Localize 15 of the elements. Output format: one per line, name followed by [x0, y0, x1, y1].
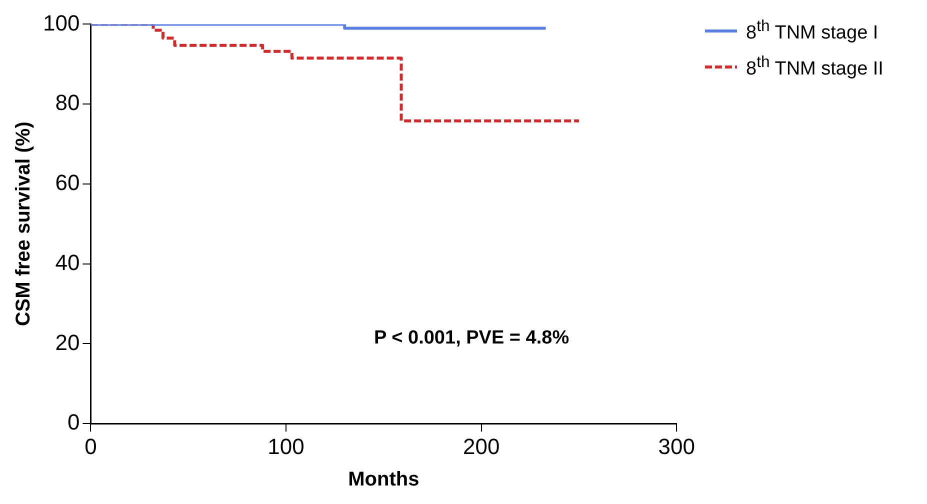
y-axis-title: CSM free survival (%) [12, 122, 35, 326]
y-tick-label: 0 [67, 410, 80, 435]
annotation: P < 0.001, PVE = 4.8% [374, 328, 570, 349]
x-axis-title: Months [348, 468, 420, 491]
x-tick-label: 300 [658, 434, 696, 459]
legend-label: 8$^{th}$ TNM stage II [746, 54, 884, 81]
y-tick-label: 80 [55, 90, 80, 116]
x-tick-label: 100 [268, 434, 304, 459]
legend-label: 8$^{th}$ TNM stage I [746, 18, 878, 44]
y-tick-label: 20 [55, 330, 80, 355]
y-tick-label: 40 [55, 250, 80, 275]
y-tick-label: 100 [42, 10, 80, 36]
y-tick-label: 60 [55, 170, 80, 196]
x-tick-label: 200 [462, 434, 500, 459]
x-tick-label: 0 [84, 434, 97, 459]
